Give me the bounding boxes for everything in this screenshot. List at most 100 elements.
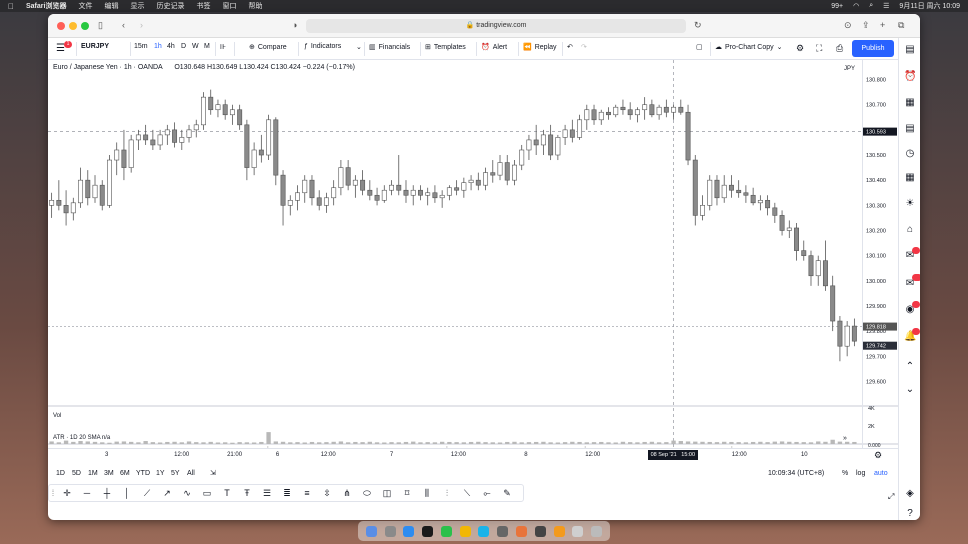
date-range-calendar-icon[interactable]: ⇲: [210, 470, 216, 477]
menubar-item-help[interactable]: 帮助: [242, 3, 262, 10]
interval-w[interactable]: W: [192, 43, 199, 50]
interval-d[interactable]: D: [181, 43, 187, 50]
horizontal-line-icon[interactable]: ─: [83, 488, 91, 498]
search-icon[interactable]: ⌕: [869, 2, 874, 9]
curve-icon[interactable]: ∿: [183, 487, 191, 498]
pitchfork-icon[interactable]: ⋔: [343, 487, 351, 498]
range-1d[interactable]: 1D: [56, 469, 65, 477]
menubar-item-view[interactable]: 显示: [124, 3, 144, 10]
broadcast-icon[interactable]: ◉: [905, 304, 915, 315]
range-3m[interactable]: 3M: [104, 469, 114, 477]
interval-1h[interactable]: 1h: [154, 43, 162, 50]
streams-icon[interactable]: ⌂: [906, 224, 914, 235]
layout-button[interactable]: ☁ Pro-Chart Copy ⌄: [715, 43, 783, 52]
launchpad-icon[interactable]: [384, 525, 396, 537]
layout-icon[interactable]: ▢: [696, 44, 703, 51]
messages-icon[interactable]: ✉: [905, 278, 915, 289]
qq-icon[interactable]: [422, 525, 434, 537]
zoom-window-button[interactable]: [81, 22, 89, 30]
menubar-item-bookmarks[interactable]: 书签: [190, 3, 210, 10]
range-5y[interactable]: 5Y: [171, 469, 180, 477]
compare-button[interactable]: ⊕ Compare: [249, 43, 287, 52]
privacy-shield-icon[interactable]: ◑: [292, 20, 298, 30]
indicators-button[interactable]: ƒ Indicators: [304, 43, 341, 50]
camera-icon[interactable]: ⎙: [836, 43, 844, 53]
data-window-icon[interactable]: ▦: [905, 97, 915, 108]
fib-extension-icon[interactable]: ≣: [283, 487, 291, 498]
menubar-item-edit[interactable]: 编辑: [98, 3, 118, 10]
vlc-icon[interactable]: [553, 525, 565, 537]
path-icon[interactable]: ⟜: [483, 487, 491, 498]
note-icon[interactable]: ◫: [382, 487, 392, 498]
fullscreen-icon[interactable]: ⛶: [816, 43, 823, 53]
tab-overview-icon[interactable]: ⧉: [898, 20, 905, 30]
layers-icon[interactable]: ◈: [906, 488, 914, 499]
menubar-item-file[interactable]: 文件: [72, 3, 92, 10]
anchored-text-icon[interactable]: Ŧ: [244, 488, 250, 498]
legend-title[interactable]: Euro / Japanese Yen · 1h · OANDA: [53, 64, 163, 71]
notification-badge[interactable]: 99+: [831, 2, 844, 10]
ellipse-icon[interactable]: ⬭: [363, 487, 371, 498]
notion-icon[interactable]: [534, 525, 546, 537]
chrome-icon[interactable]: [459, 525, 471, 537]
chart-area[interactable]: Euro / Japanese Yen · 1h · OANDA O130.64…: [48, 60, 898, 448]
address-bar[interactable]: 🔒 tradingview.com: [306, 19, 686, 33]
range-1m[interactable]: 1M: [88, 469, 98, 477]
clock-icon[interactable]: ◷: [905, 148, 915, 159]
cursor-icon[interactable]: ✛: [63, 487, 71, 498]
apple-icon[interactable]: : [8, 2, 14, 11]
percent-toggle[interactable]: %: [842, 469, 849, 477]
hide-drawings-icon[interactable]: ⤢: [888, 492, 895, 501]
photos-icon[interactable]: [516, 525, 527, 537]
templates-button[interactable]: ⊞ Templates: [425, 43, 466, 52]
measure-icon[interactable]: ⫶: [445, 487, 449, 498]
time-axis[interactable]: 312:0021:00612:00712:00812:00912:001008 …: [48, 448, 898, 462]
gann-icon[interactable]: ≡: [304, 488, 310, 498]
settings-gear-icon[interactable]: ⚙: [796, 43, 805, 53]
undo-icon[interactable]: ↶: [567, 44, 573, 51]
share-icon[interactable]: ⇪: [862, 20, 870, 30]
trash-icon[interactable]: [591, 525, 603, 537]
app-store-icon[interactable]: [478, 525, 490, 537]
drag-handle-icon[interactable]: ⁞: [51, 488, 55, 498]
safari-icon[interactable]: [403, 525, 415, 537]
range-ytd[interactable]: YTD: [136, 469, 150, 477]
replay-button[interactable]: ⏪ Replay: [523, 43, 557, 52]
financials-button[interactable]: ▥ Financials: [369, 43, 410, 52]
range-all[interactable]: All: [187, 469, 195, 477]
redo-icon[interactable]: ↷: [581, 44, 587, 51]
interval-15m[interactable]: 15m: [134, 43, 148, 50]
vertical-line-icon[interactable]: │: [124, 488, 130, 498]
log-toggle[interactable]: log: [856, 469, 866, 477]
sidebar-icon[interactable]: ▯: [98, 20, 103, 30]
price-chart[interactable]: 130.800130.700130.600130.500130.400130.3…: [48, 60, 898, 448]
new-tab-icon[interactable]: +: [880, 20, 886, 30]
menu-icon[interactable]: ☰: [56, 43, 65, 54]
chat-icon[interactable]: ✉: [905, 250, 915, 261]
interval-m[interactable]: M: [204, 43, 210, 50]
publish-button[interactable]: Publish: [852, 40, 894, 57]
chevron-double-down-icon[interactable]: ⌄: [905, 384, 915, 395]
indicators-dropdown-icon[interactable]: ⌄: [356, 44, 362, 51]
close-window-button[interactable]: [57, 22, 65, 30]
menubar-app-name[interactable]: Safari浏览器: [20, 3, 66, 10]
downloads-icon[interactable]: ⊙: [844, 20, 852, 30]
interval-4h[interactable]: 4h: [167, 43, 175, 50]
cross-line-icon[interactable]: ┼: [103, 488, 111, 498]
fib-retracement-icon[interactable]: ☰: [262, 487, 272, 498]
candles-style-icon[interactable]: ⊪: [220, 44, 227, 51]
folder-icon[interactable]: [572, 525, 584, 537]
auto-toggle[interactable]: auto: [874, 469, 888, 477]
notifications-bell-icon[interactable]: 🔔: [904, 331, 917, 342]
watchlist-icon[interactable]: ▤: [905, 44, 915, 55]
currency-label[interactable]: JPY: [844, 66, 856, 72]
status-clock[interactable]: 10:09:34 (UTC+8): [768, 469, 825, 477]
trend-line-icon[interactable]: ⟋: [143, 487, 151, 498]
forward-icon[interactable]: ›: [140, 20, 143, 30]
range-1y[interactable]: 1Y: [156, 469, 165, 477]
chevron-up-icon[interactable]: ⌃: [905, 361, 915, 372]
range-6m[interactable]: 6M: [120, 469, 130, 477]
time-axis-settings-icon[interactable]: ⚙: [874, 450, 883, 460]
calendar-icon[interactable]: ▦: [905, 172, 915, 183]
news-icon[interactable]: ▤: [905, 123, 915, 134]
